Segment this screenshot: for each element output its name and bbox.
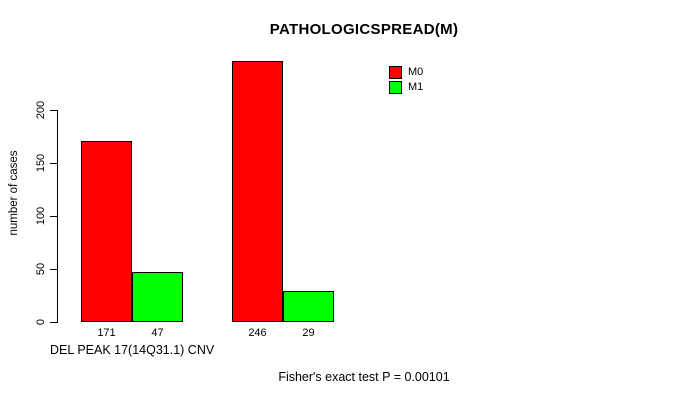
legend-swatch-m0	[389, 66, 402, 79]
y-tick-label-200: 200	[35, 100, 47, 120]
bar-m1-group1	[132, 272, 183, 322]
y-tick-label-50: 50	[35, 262, 47, 276]
legend-row-m1: M1	[389, 80, 423, 95]
y-tick-100	[50, 216, 58, 217]
bar-m1-group2	[283, 291, 334, 322]
legend-label-m0: M0	[408, 66, 424, 78]
bar-m0-group2	[232, 61, 283, 322]
y-tick-label-0: 0	[35, 318, 47, 326]
y-tick-label-100: 100	[35, 206, 47, 226]
y-tick-150	[50, 163, 58, 164]
legend: M0 M1	[389, 65, 423, 95]
y-tick-50	[50, 269, 58, 270]
bar-value-label-m1-group2: 29	[302, 327, 315, 339]
legend-row-m0: M0	[389, 65, 423, 80]
y-tick-0	[50, 322, 58, 323]
bar-value-label-m0-group1: 171	[97, 327, 116, 339]
bar-value-label-m0-group2: 246	[248, 327, 267, 339]
x-axis-caption: DEL PEAK 17(14Q31.1) CNV	[50, 343, 215, 357]
y-tick-label-150: 150	[35, 153, 47, 173]
bar-m0-group1	[81, 140, 132, 322]
chart-title: PATHOLOGICSPREAD(M)	[269, 21, 459, 38]
bar-value-label-m1-group1: 47	[151, 327, 164, 339]
fisher-test-annotation: Fisher's exact test P = 0.00101	[278, 370, 450, 384]
y-tick-200	[50, 110, 58, 111]
legend-label-m1: M1	[408, 81, 424, 93]
legend-swatch-m1	[389, 81, 402, 94]
